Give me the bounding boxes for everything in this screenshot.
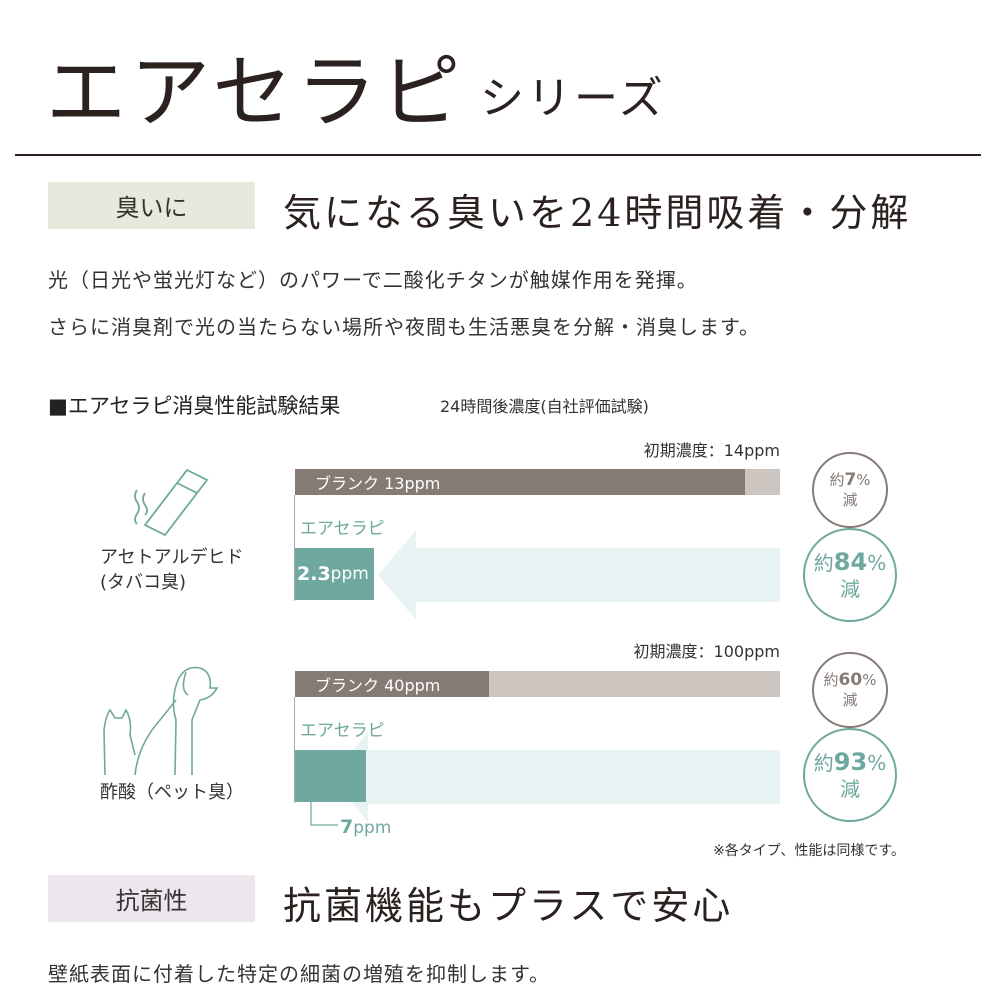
initial-concentration: 初期濃度：14ppm [643, 441, 780, 460]
section-tag-odor: 臭いに [48, 182, 255, 229]
paragraph-line: 光（日光や蛍光灯など）のパワーで二酸化チタンが触媒作用を発揮。 [48, 268, 698, 292]
substance-odor: （ペット臭） [136, 782, 244, 803]
badge-value: 60 [838, 670, 863, 690]
product-bar: 2.3 ppm [295, 548, 374, 600]
product-value-label: 7ppm [340, 816, 391, 838]
product-label: エアセラピ [300, 721, 385, 741]
product-reduction-badge: 約93% 減 [803, 728, 897, 822]
badge-suffix: 減 [840, 776, 860, 801]
page-subtitle: シリーズ [480, 73, 666, 124]
blank-bar-fill: ブランク 13ppm [295, 469, 746, 495]
blank-bar: ブランク 40ppm [295, 671, 780, 697]
paragraph-line: 壁紙表面に付着した特定の細菌の増殖を抑制します。 [48, 962, 550, 986]
axis-line [294, 495, 295, 601]
results-subtitle: 24時間後濃度(自社評価試験) [440, 397, 649, 416]
badge-unit: % [862, 671, 877, 689]
divider [15, 154, 981, 156]
badge-prefix: 約 [823, 671, 839, 689]
blank-bar-fill: ブランク 40ppm [295, 671, 489, 697]
blank-reduction-badge: 約60% 減 [812, 652, 888, 728]
axis-line [294, 697, 295, 803]
blank-bar: ブランク 13ppm [295, 469, 780, 495]
badge-value: 7 [844, 470, 857, 490]
results-title: ■エアセラピ消臭性能試験結果 [48, 394, 341, 418]
footnote: ※各タイプ、性能は同様です。 [713, 843, 905, 859]
cigarette-icon [134, 468, 209, 537]
substance-name: アセトアルデヒド [100, 547, 244, 568]
product-value: 2.3 [297, 563, 331, 585]
badge-suffix: 減 [840, 576, 860, 601]
arrow [378, 530, 780, 620]
page-title: エアセラピ [46, 46, 465, 139]
substance-name: 酢酸（ペット臭） [100, 780, 244, 806]
section-heading-odor: 気になる臭いを24時間吸着・分解 [283, 191, 912, 235]
section-heading-antibacterial: 抗菌機能もプラスで安心 [283, 884, 734, 928]
badge-suffix: 減 [842, 491, 858, 509]
badge-prefix: 約 [813, 550, 834, 575]
product-bar [295, 750, 366, 802]
paragraph-line: さらに消臭剤で光の当たらない場所や夜間も生活悪臭を分解・消臭します。 [48, 315, 760, 339]
dog-cat-icon [103, 666, 219, 776]
substance-odor: (タバコ臭) [100, 572, 187, 593]
substance-label: 酢酸 [100, 782, 136, 803]
badge-suffix: 減 [842, 691, 858, 709]
badge-unit: % [867, 750, 887, 775]
product-unit: ppm [353, 818, 392, 838]
arrow [330, 732, 780, 822]
badge-value: 93 [833, 747, 868, 776]
product-label: エアセラピ [300, 519, 385, 539]
callout-line [310, 775, 338, 826]
product-reduction-badge: 約84% 減 [803, 528, 897, 622]
section-tag-antibacterial: 抗菌性 [48, 875, 255, 922]
badge-prefix: 約 [813, 750, 834, 775]
badge-value: 84 [833, 547, 868, 576]
product-unit: ppm [330, 564, 369, 584]
badge-prefix: 約 [829, 471, 845, 489]
badge-unit: % [867, 550, 887, 575]
blank-reduction-badge: 約7% 減 [812, 452, 888, 528]
product-value: 7 [340, 816, 354, 838]
initial-concentration: 初期濃度：100ppm [633, 642, 780, 661]
badge-unit: % [856, 471, 871, 489]
